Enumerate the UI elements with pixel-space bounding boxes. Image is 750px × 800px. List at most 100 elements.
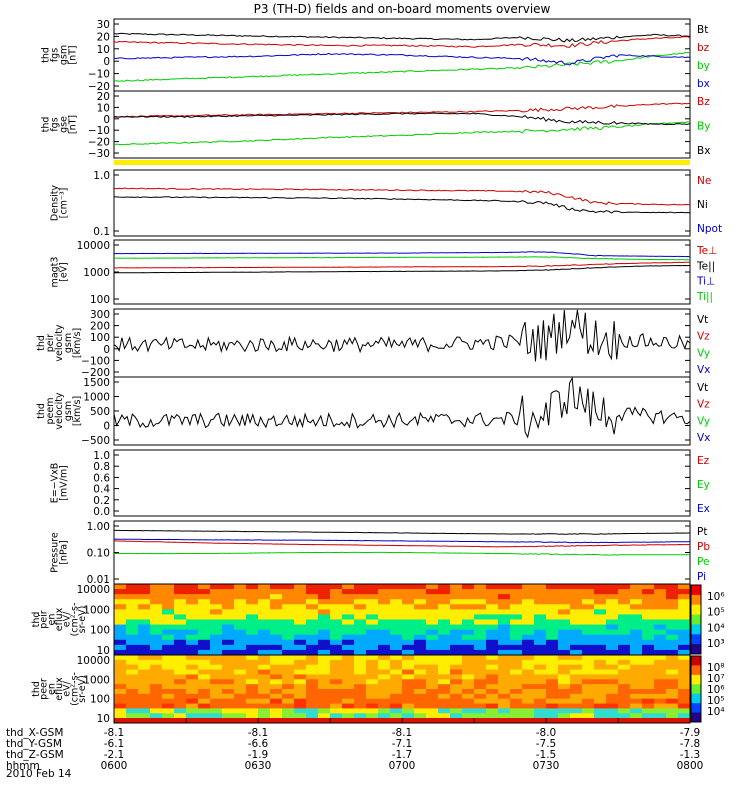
y-tick-label: −10 [88,69,110,81]
colorbar-tick-label: 10⁶ [707,591,725,603]
panel-ylabel: gsm [63,333,74,353]
y-tick-label: 0.0 [93,506,110,518]
y-tick-label: 30 [97,19,110,31]
y-tick-label: −20 [88,81,110,93]
x-axis-value: -8.1 [392,727,413,739]
legend-peir-velocity: Vy [697,347,710,359]
panel-ylabel: thd [41,47,52,63]
legend-density: Npot [697,223,722,235]
y-tick-label: 0.2 [93,495,110,507]
legend-fgs-gsm: bx [697,78,710,90]
panel-ylabel: sr-eV) [77,606,88,634]
series-peir-velocity-Vt [113,309,691,362]
y-tick-label: 1.0 [93,450,110,462]
panel-ylabel: en [46,614,57,626]
panel-ylabel: [cm⁻³] [59,188,70,219]
legend-temperature: Te|| [696,260,715,272]
x-axis-row-label: thd_X-GSM [6,727,63,739]
panel-ylabel: velocity [54,324,65,362]
x-axis-value: 0700 [389,760,416,772]
colorbar-tick-label: 10³ [707,638,725,650]
panel-ylabel: fgs [50,117,61,131]
figure-title: P3 (TH-D) fields and on-board moments ov… [254,2,551,16]
colorbar-tick-label: 10⁴ [707,622,725,634]
y-tick-label: 500 [90,406,110,418]
x-axis-row-label: thd_Y-GSM [6,738,62,750]
y-tick-label: 300 [90,309,110,321]
panel-ylabel: [nT] [68,115,79,134]
y-tick-label: 0 [103,344,110,356]
y-tick-label: 10000 [77,240,110,252]
legend-fgs-gse: Bx [697,145,710,157]
x-axis-value: 0600 [101,760,128,772]
x-axis-labels: thd_X-GSM -8.1 -8.1 -8.1 -8.0 -7.9 thd_Y-GSM -6… [6,718,703,780]
panel-ylabel: gse [59,116,70,133]
legend-temperature: Ti⊥ [696,276,715,288]
x-axis-value: -6.6 [248,738,269,750]
series-temperature-Te|| [113,264,691,274]
y-tick-label: 0.1 [93,226,110,238]
panel-density: Density[cm⁻³] 1.0 0.1 Ne Ni Npot [50,169,722,238]
y-tick-label: 100 [90,625,110,637]
y-tick-label: 0.4 [93,484,110,496]
x-axis-value: -1.5 [536,749,557,761]
x-axis-value: -2.1 [104,749,125,761]
panel-ylabel: [nT] [68,45,79,64]
x-axis-date: 2010 Feb 14 [6,768,72,780]
y-tick-label: −20 [88,137,110,149]
x-axis-value: -1.3 [680,749,701,761]
y-tick-label: 10000 [77,655,110,667]
colorbar-tick-label: 10⁶ [707,684,725,696]
y-tick-label: −200 [81,367,110,379]
panel-ylabel: eV/ [62,680,73,696]
series-peem-velocity-Vt [113,376,691,439]
panel-ylabel: Density [50,185,61,221]
panels-group: thdfgsgsm[nT]3020100−10−20Btbzbybxthdfgs… [31,18,725,725]
colorbar-tick-label: 10⁴ [707,706,725,718]
series-fgs-gsm-bz [113,36,691,48]
x-axis-row-label: thd_Z-GSM [6,749,64,761]
y-tick-label: 10 [97,44,110,56]
panel-ylabel: Pressure [50,532,61,573]
legend-density: Ne [697,175,711,187]
panel-ylabel: [mV/m] [59,465,70,501]
panel-ylabel: peem [45,398,56,425]
y-tick-label: 10000 [77,584,110,596]
legend-temperature: Te⊥ [696,245,717,257]
legend-pressure: Pt [697,526,707,538]
colorbar-tick-label: 10⁵ [707,607,725,619]
series-pressure-Pb [113,540,691,548]
colorbar-tick-label: 10⁷ [707,673,725,685]
series-pressure-Pe [114,551,691,556]
series-temperature-Te⊥ [113,261,690,269]
y-tick-label: 1.0 [93,170,110,182]
series-temperature-Ti⊥ [113,251,691,258]
panel-ylabel: peir [39,610,50,629]
y-tick-label: −30 [88,148,110,160]
panel-ylabel: (cm²-s- [69,603,80,637]
legend-pressure: Pe [697,556,709,568]
series-pressure-Pi [113,538,691,544]
x-axis-value: -8.1 [248,727,269,739]
panel-ylabel: (cm²-s- [69,672,80,706]
y-tick-label: 10 [97,713,110,725]
y-tick-label: 10 [97,645,110,657]
y-tick-label: 10 [97,102,110,114]
panel-ylabel: [km/s] [72,328,83,358]
series-fgs-gse-Bz [113,102,691,118]
legend-fgs-gsm: Bt [697,24,708,36]
panel-ylabel: peir [45,334,56,353]
x-axis-value: -7.1 [392,738,413,750]
colorbar-tick-label: 10⁵ [707,695,725,707]
legend-fgs-gsm: by [697,60,710,72]
x-axis-value: 0800 [677,760,704,772]
quality-flag-bar [114,160,690,165]
panel-ylabel: sr-eV) [77,675,88,703]
series-fgs-gsm-bx [113,52,691,66]
y-tick-label: 200 [90,321,110,333]
y-tick-label: 100 [90,294,110,306]
